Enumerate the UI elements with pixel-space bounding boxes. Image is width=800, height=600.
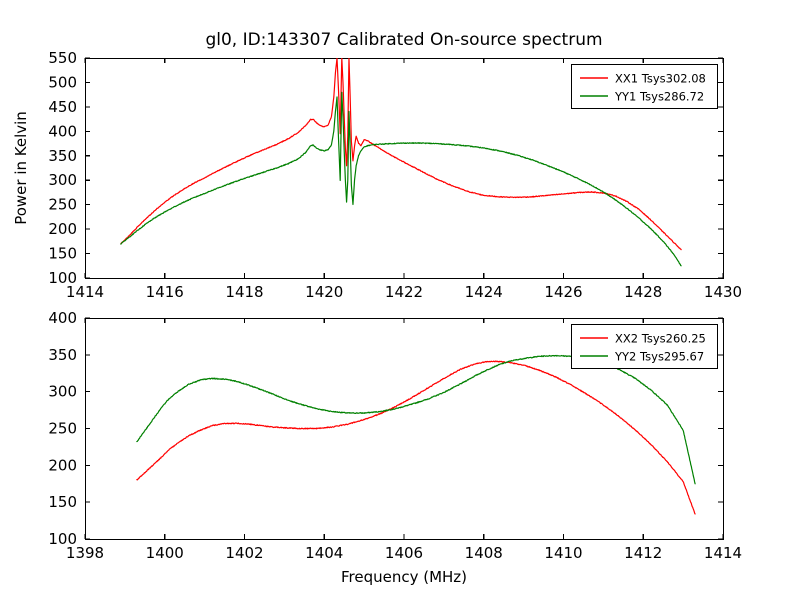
y-tick-label: 450: [48, 98, 77, 116]
y-tick-label: 250: [48, 196, 77, 214]
y-tick-label: 550: [48, 49, 77, 67]
x-tick-label: 1420: [305, 283, 343, 301]
y-tick-label: 100: [48, 269, 77, 287]
y-tick-label: 400: [48, 309, 77, 327]
x-tick-label: 1400: [146, 544, 184, 562]
x-tick-label: 1398: [66, 544, 104, 562]
x-tick-label: 1404: [305, 544, 343, 562]
x-axis-label: Frequency (MHz): [341, 568, 467, 586]
x-tick-label: 1406: [385, 544, 423, 562]
legend-frame: [570, 63, 719, 110]
y-tick-label: 200: [48, 220, 77, 238]
y-tick-label: 300: [48, 383, 77, 401]
y-tick-label: 350: [48, 346, 77, 364]
x-tick-label: 1402: [225, 544, 263, 562]
y-tick-label: 150: [48, 245, 77, 263]
legend-frame: [570, 323, 719, 370]
x-tick-label: 1424: [465, 283, 503, 301]
series-line-xx1: [120, 58, 682, 251]
y-tick-label: 200: [48, 456, 77, 474]
y-tick-label: 500: [48, 73, 77, 91]
x-tick-label: 1412: [624, 544, 662, 562]
x-tick-label: 1416: [146, 283, 184, 301]
series-line-yy1: [120, 91, 682, 267]
x-tick-label: 1408: [465, 544, 503, 562]
legend-bottom: XX2 Tsys260.25 YY2 Tsys295.67: [570, 323, 719, 370]
legend-label: YY1 Tsys286.72: [614, 90, 704, 104]
y-tick-label: 350: [48, 147, 77, 165]
y-tick-label: 100: [48, 530, 77, 548]
x-tick-label: 1428: [624, 283, 662, 301]
legend-label: XX1 Tsys302.08: [615, 72, 706, 86]
series-line-yy2: [136, 354, 696, 485]
y-tick-label: 250: [48, 420, 77, 438]
x-tick-label: 1418: [225, 283, 263, 301]
legend-top: XX1 Tsys302.08 YY1 Tsys286.72: [570, 63, 719, 110]
x-tick-label: 1414: [66, 283, 104, 301]
plot-title: gl0, ID:143307 Calibrated On-source spec…: [205, 30, 602, 50]
x-tick-label: 1422: [385, 283, 423, 301]
y-tick-label: 300: [48, 171, 77, 189]
panel-bottom: 1398 1400 1402 1404 1406 1408 1410 1412 1414 100 1…: [48, 309, 742, 562]
x-tick-label: 1414: [704, 544, 742, 562]
x-tick-label: 1426: [544, 283, 582, 301]
legend-label: YY2 Tsys295.67: [614, 350, 704, 364]
x-tick-label: 1410: [544, 544, 582, 562]
series-line-xx2: [136, 360, 696, 515]
panel-top: 1414 1416 1418 1420 1422 1424 1426 1428 1430 100 1…: [48, 49, 742, 301]
y-tick-label: 400: [48, 122, 77, 140]
y-tick-label: 150: [48, 493, 77, 511]
y-axis-label: Power in Kelvin: [12, 111, 30, 225]
x-tick-label: 1430: [704, 283, 742, 301]
legend-label: XX2 Tsys260.25: [615, 332, 706, 346]
